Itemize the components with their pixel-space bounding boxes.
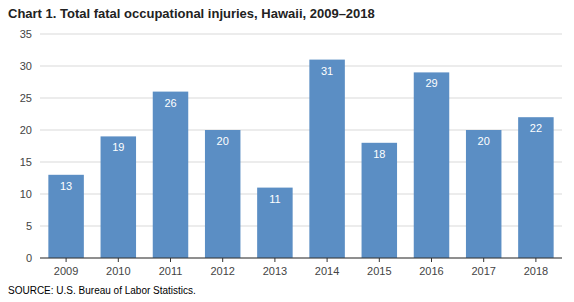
data-label: 31 (321, 65, 333, 77)
grid-line (40, 34, 562, 35)
x-tick (327, 258, 328, 262)
bar (466, 130, 501, 258)
x-tick (379, 258, 380, 262)
data-label: 26 (164, 97, 176, 109)
x-tick-label: 2017 (471, 265, 495, 277)
x-tick-label: 2010 (106, 265, 130, 277)
data-label: 22 (530, 122, 542, 134)
x-tick-label: 2013 (263, 265, 287, 277)
bar (48, 175, 83, 258)
data-label: 19 (112, 141, 124, 153)
data-label: 29 (425, 77, 437, 89)
y-tick-label: 10 (20, 188, 32, 200)
y-tick-label: 20 (20, 124, 32, 136)
x-tick (170, 258, 171, 262)
y-tick-label: 0 (26, 252, 32, 264)
x-tick-label: 2018 (524, 265, 548, 277)
bar (205, 130, 240, 258)
x-tick-label: 2009 (54, 265, 78, 277)
grid (40, 34, 562, 258)
x-tick-label: 2014 (315, 265, 339, 277)
x-tick (222, 258, 223, 262)
grid-line (40, 66, 562, 67)
x-tick (66, 258, 67, 262)
title: Chart 1. Total fatal occupational injuri… (8, 6, 375, 21)
x-tick (274, 258, 275, 262)
x-tick-label: 2016 (419, 265, 443, 277)
x-tick-label: 2015 (367, 265, 391, 277)
x-tick-label: 2012 (210, 265, 234, 277)
data-label: 18 (373, 148, 385, 160)
y-tick-label: 25 (20, 92, 32, 104)
data-label: 20 (478, 135, 490, 147)
bar (309, 60, 344, 258)
x-tick-label: 2011 (159, 265, 183, 277)
bar (518, 117, 553, 258)
x-tick (535, 258, 536, 262)
bar (257, 188, 292, 258)
y-tick-label: 15 (20, 156, 32, 168)
data-label: 13 (60, 180, 72, 192)
bar (362, 143, 397, 258)
chart: Chart 1. Total fatal occupational injuri… (0, 0, 574, 302)
data-label: 20 (217, 135, 229, 147)
x-tick (431, 258, 432, 262)
source-note: SOURCE: U.S. Bureau of Labor Statistics. (8, 285, 196, 296)
grid-line (40, 98, 562, 99)
x-tick (483, 258, 484, 262)
bars (48, 60, 553, 258)
data-label: 11 (269, 193, 280, 205)
bar (101, 136, 136, 258)
bar (153, 92, 188, 258)
y-tick-label: 35 (20, 28, 32, 40)
bar (414, 72, 449, 258)
y-tick-label: 5 (26, 220, 32, 232)
y-tick-label: 30 (20, 60, 32, 72)
x-tick (118, 258, 119, 262)
